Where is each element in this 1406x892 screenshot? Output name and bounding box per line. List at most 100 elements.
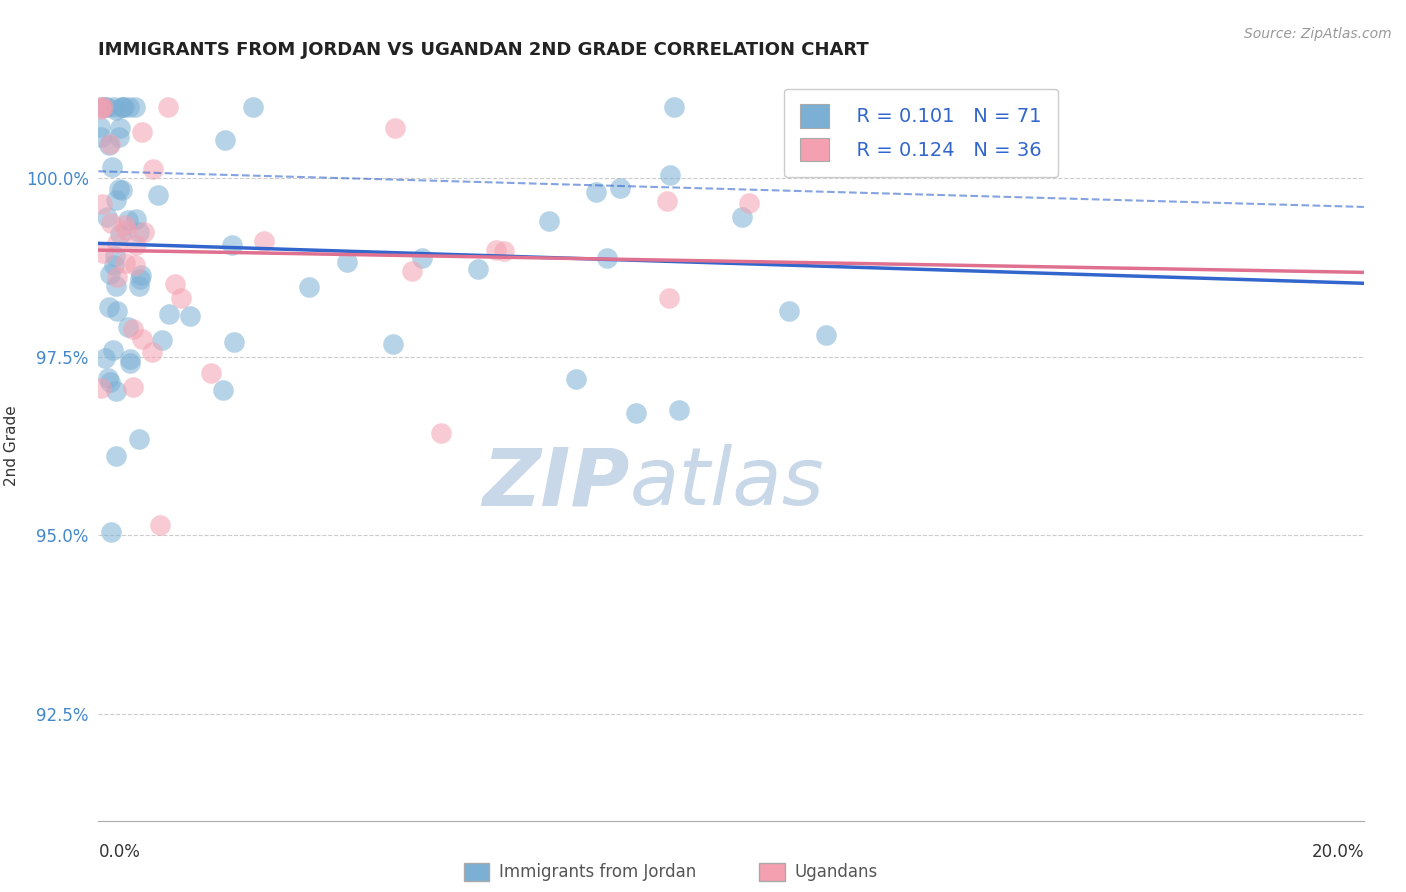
Point [124,258,146,272]
Point [336,255,359,269]
Point [110,100,132,114]
Point [98,136,121,151]
Point [104,279,127,293]
Point [103,100,125,114]
Point [90,381,112,395]
Point [131,332,153,346]
Point [90,129,112,144]
Point [815,328,838,343]
Point [624,405,647,419]
Point [93,351,115,365]
Point [115,223,138,237]
Point [101,343,124,357]
Point [111,183,134,197]
Point [298,279,321,293]
Point [98,375,121,389]
Point [609,181,631,195]
Point [128,225,150,239]
Point [100,525,122,540]
Point [778,303,800,318]
Point [148,188,170,202]
Text: atlas: atlas [630,444,825,523]
Point [662,100,685,114]
Point [103,258,125,272]
Point [658,291,681,305]
Point [212,383,235,397]
Point [381,336,404,351]
Point [104,249,127,263]
Point [467,261,489,276]
Point [585,185,607,199]
Point [221,237,243,252]
Y-axis label: 2nd Grade: 2nd Grade [4,406,18,486]
Point [149,517,172,532]
Point [129,268,152,283]
Point [89,120,111,135]
Point [111,100,134,114]
Point [141,345,163,359]
Point [142,162,165,177]
Point [105,384,128,399]
Point [242,100,264,114]
Point [492,244,515,259]
Text: 20.0%: 20.0% [1312,843,1364,861]
Point [90,100,112,114]
Point [108,182,131,196]
Point [91,100,114,114]
Point [114,256,136,270]
Point [105,303,128,318]
Point [120,356,142,370]
Point [90,102,112,116]
Point [157,306,180,320]
Point [96,211,118,225]
Point [122,322,145,336]
Point [128,271,150,285]
Text: ZIP: ZIP [482,444,630,523]
Point [738,195,761,210]
Point [122,380,145,394]
Point [564,371,586,385]
Point [108,129,131,144]
Point [253,234,276,248]
Point [105,269,128,284]
Point [100,216,122,230]
Point [790,110,813,124]
Point [94,100,117,114]
Point [214,133,236,147]
Point [485,244,508,258]
Text: 0.0%: 0.0% [98,843,141,861]
Point [98,300,121,314]
Point [117,212,139,227]
Point [105,235,128,250]
Point [595,251,617,265]
Point [430,425,453,440]
Legend:   R = 0.101   N = 71,   R = 0.124   N = 36: R = 0.101 N = 71, R = 0.124 N = 36 [785,88,1057,177]
Point [170,291,193,305]
Point [112,100,135,114]
Point [224,335,246,350]
Point [125,211,148,226]
Point [150,333,173,347]
Point [128,278,150,293]
Point [163,277,186,291]
Point [124,100,146,114]
Point [98,138,121,153]
Point [91,246,114,260]
Point [538,214,561,228]
Point [179,309,201,323]
Point [134,225,156,239]
Point [156,100,179,114]
Point [108,227,131,242]
Point [105,103,128,117]
Point [658,168,681,182]
Point [411,252,433,266]
Point [730,211,752,225]
Point [100,267,122,281]
Point [100,161,122,175]
Point [401,264,423,278]
Point [118,100,141,114]
Point [91,100,114,114]
Point [104,449,127,463]
Point [655,194,678,208]
Point [91,197,114,211]
